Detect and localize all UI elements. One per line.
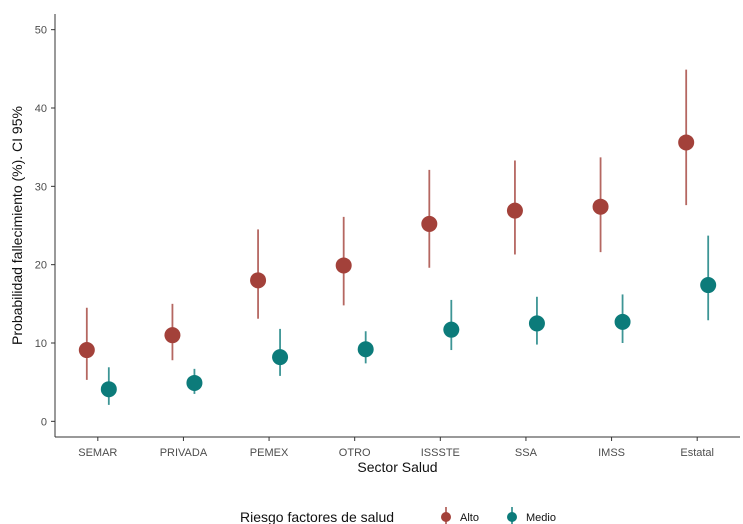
legend-label: Medio bbox=[526, 512, 556, 524]
x-axis-title: Sector Salud bbox=[357, 459, 437, 475]
legend: Riesgo factores de salud Alto Medio bbox=[240, 507, 556, 524]
y-tick-label: 0 bbox=[41, 416, 47, 428]
point-medio bbox=[443, 321, 460, 338]
y-ticks: 0 10 20 30 40 50 bbox=[35, 25, 55, 428]
point-medio bbox=[272, 349, 289, 366]
point-medio bbox=[186, 374, 203, 391]
point-medio bbox=[357, 341, 374, 358]
y-tick-label: 50 bbox=[35, 25, 47, 37]
y-tick-label: 30 bbox=[35, 181, 47, 193]
point-alto bbox=[335, 257, 352, 274]
marks bbox=[78, 69, 717, 405]
point-medio bbox=[700, 277, 717, 294]
axes bbox=[54, 14, 740, 438]
x-tick-label: SEMAR bbox=[78, 447, 117, 459]
point-alto bbox=[421, 215, 438, 232]
legend-key-point bbox=[441, 512, 451, 522]
point-medio bbox=[528, 315, 545, 332]
point-alto bbox=[678, 134, 695, 151]
point-medio bbox=[614, 313, 631, 330]
x-tick-label: OTRO bbox=[339, 447, 371, 459]
legend-key-point bbox=[507, 512, 517, 522]
y-tick-label: 40 bbox=[35, 103, 47, 115]
point-medio bbox=[100, 381, 117, 398]
x-ticks: SEMAR PRIVADA PEMEX OTRO ISSSTE SSA IMSS Estata… bbox=[78, 437, 714, 459]
x-tick-label: ISSSTE bbox=[421, 447, 460, 459]
x-tick-label: Estatal bbox=[680, 447, 714, 459]
x-tick-label: IMSS bbox=[598, 447, 625, 459]
point-alto bbox=[506, 202, 523, 219]
y-tick-label: 20 bbox=[35, 260, 47, 272]
y-tick-label: 10 bbox=[35, 338, 47, 350]
point-alto bbox=[592, 198, 609, 215]
y-axis-title: Probabilidad fallecimiento (%). CI 95% bbox=[9, 106, 25, 345]
x-tick-label: SSA bbox=[515, 447, 538, 459]
point-alto bbox=[250, 272, 267, 289]
point-alto bbox=[164, 327, 181, 344]
x-tick-label: PEMEX bbox=[250, 447, 289, 459]
x-tick-label: PRIVADA bbox=[160, 447, 208, 459]
legend-label: Alto bbox=[460, 512, 479, 524]
point-alto bbox=[78, 342, 95, 359]
legend-title: Riesgo factores de salud bbox=[240, 509, 394, 524]
